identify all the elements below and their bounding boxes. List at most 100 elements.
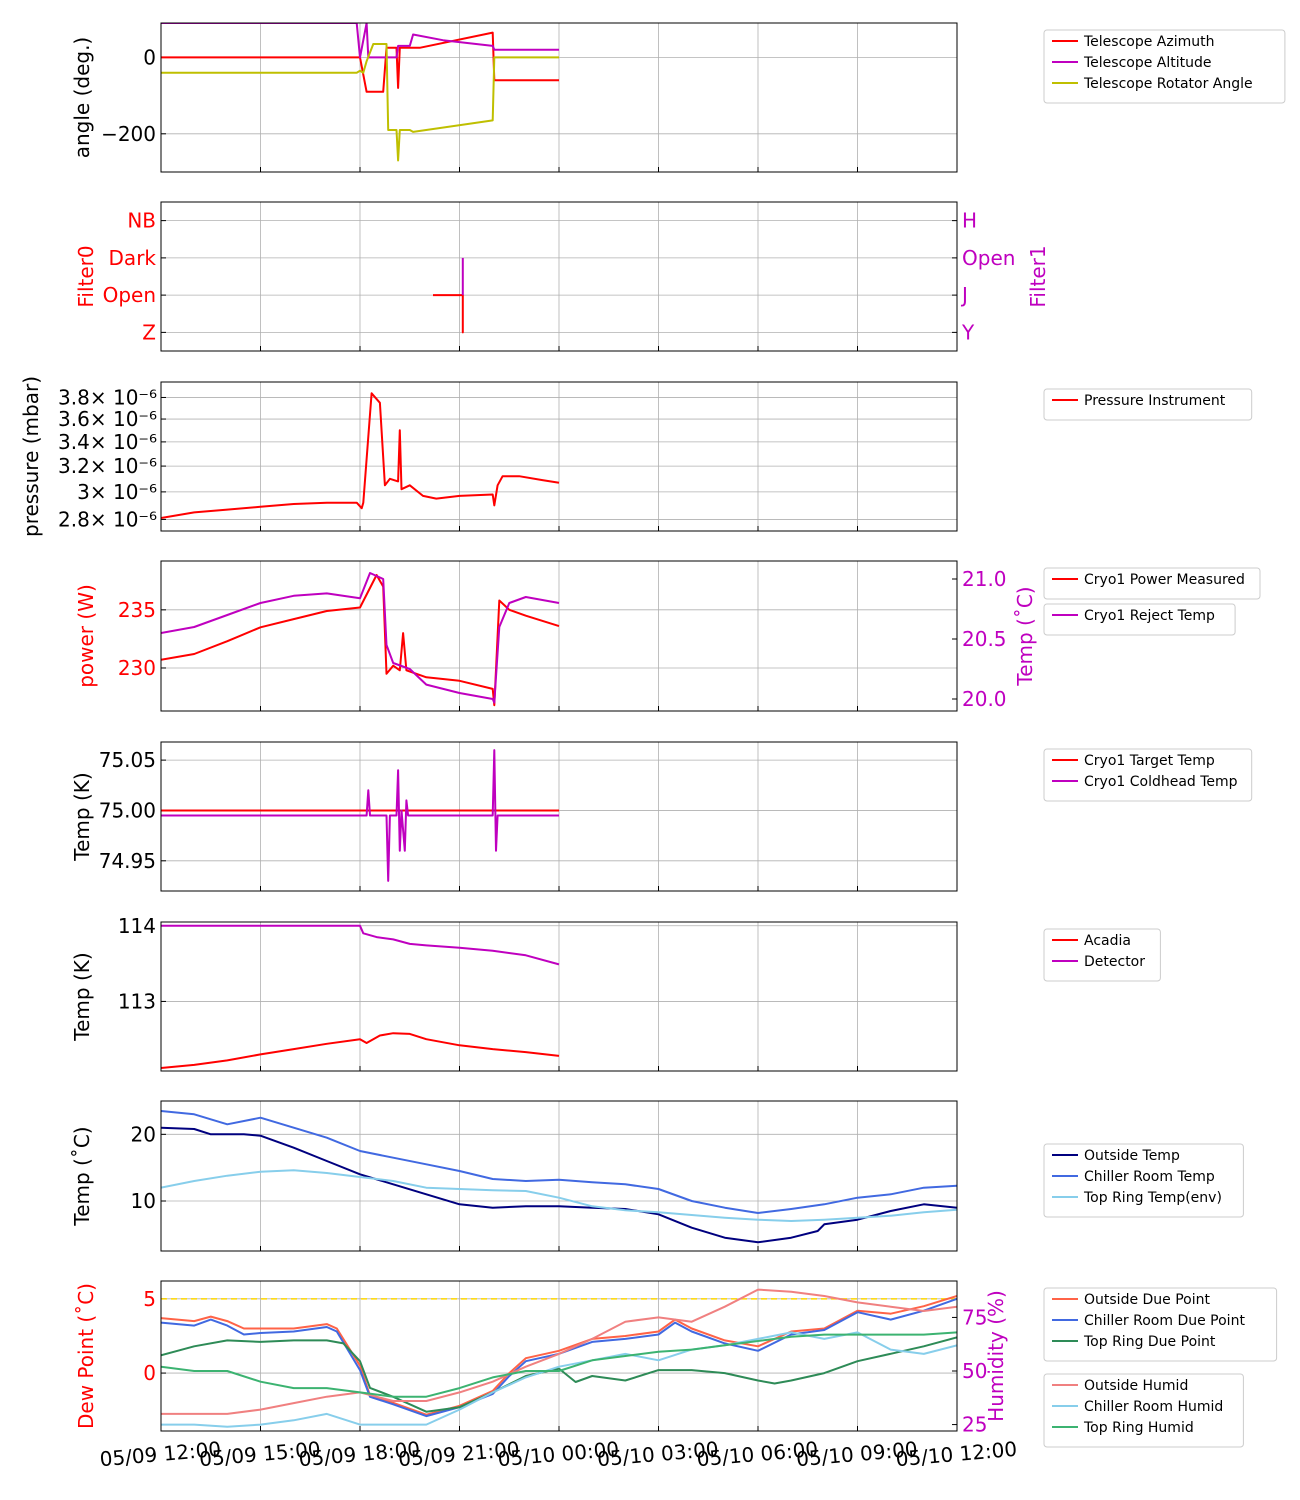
legend-label: Outside Due Point [1084,1292,1211,1308]
plot-frame [160,381,958,532]
y-tick-label: 20 [131,1122,156,1146]
y-tick-label: 230 [118,656,156,680]
plot-frame [160,1100,958,1252]
y-tick-label-right: 21.0 [962,567,1007,591]
y-tick-exponent: × 10⁻⁶ [90,430,157,454]
y-tick-label: 235 [118,598,156,622]
legend-label: Top Ring Due Point [1083,1334,1216,1350]
legend-label: Outside Temp [1084,1148,1180,1164]
y-tick-label-right: 75 [962,1305,987,1329]
legend-box [1043,1373,1244,1448]
legend-label: Pressure Instrument [1084,393,1226,409]
y-axis-label: Filter0 [74,245,98,307]
y-tick-mantissa: 3.4 [58,430,90,454]
y-tick-label-right: 20.5 [962,627,1007,651]
y-axis-label: angle (deg.) [70,37,94,159]
y-tick-label: Z [142,320,156,344]
y-axis-label: Dew Point (˚C) [74,1283,98,1429]
legend: Cryo1 Power Measured [1043,567,1261,600]
y-tick-label-right: Y [961,320,975,344]
y-tick-label: 0 [143,45,156,69]
y-tick-mantissa: 3 [77,480,90,504]
legend: Outside Humid Chiller Room Humid Top Ring … [1043,1373,1244,1448]
legend-label: Chiller Room Due Point [1084,1313,1245,1329]
series-line-2-1 [433,294,464,334]
series-line-6-2 [161,924,560,966]
legend-label: Acadia [1084,933,1131,949]
y-axis-label: Temp (K) [70,772,94,861]
series-line-6-1 [161,1032,560,1069]
plot-frame [160,741,958,892]
series-line-7-3 [161,1169,957,1222]
series-line-1-2 [161,23,559,59]
y-tick-label-right: 50 [962,1359,987,1383]
legend-box [1043,1143,1244,1218]
series-line-8-3 [161,1336,957,1413]
y-tick-mantissa: 2.8 [58,507,90,531]
y-tick-label: 3.8× 10⁻⁶ [58,385,157,409]
series-line-1-3 [161,43,559,162]
series-line-5-2 [161,749,559,882]
y-tick-label: Open [103,283,156,307]
legend-box [1043,928,1161,982]
y-tick-label-right: 20.0 [962,687,1007,711]
y-tick-label-right: J [960,283,968,307]
y-axis-label: pressure (mbar) [19,376,43,537]
y-tick-exponent: × 10⁻⁶ [90,480,157,504]
legend-label: Detector [1084,954,1145,970]
y-axis-label-right: Temp (˚C) [1013,586,1037,686]
series-line-3-1 [161,392,560,519]
series-line-1-1 [161,31,559,93]
y-axis-label-right: Filter1 [1026,245,1050,307]
y-tick-label: −200 [101,122,156,146]
legend: Outside Temp Chiller Room Temp Top Ring Te… [1043,1143,1244,1218]
chart-panel-8: 0 5 25 50 75 Dew Point (˚C) Humidity (%) Outsid… [74,1280,1278,1448]
y-tick-label: 75.05 [99,748,156,772]
y-axis-label: power (W) [74,584,98,688]
y-axis-label: Temp (K) [70,952,94,1041]
legend: Pressure Instrument [1043,388,1253,421]
legend-label: Telescope Altitude [1083,55,1212,71]
legend-label: Telescope Azimuth [1083,34,1214,50]
series-line-8-4 [161,1288,957,1415]
legend-box [1043,748,1253,802]
y-tick-label: 5 [143,1287,156,1311]
y-tick-exponent: × 10⁻⁶ [90,385,157,409]
chart-panel-3: 2.8× 10⁻⁶3× 10⁻⁶3.2× 10⁻⁶3.4× 10⁻⁶3.6× 1… [19,376,1253,537]
chart-panel-4: 230 235 20.0 20.5 21.0 power (W) Temp (˚C) Cryo… [74,560,1261,712]
y-tick-label: 75.00 [99,798,156,822]
legend: Cryo1 Target Temp Cryo1 Coldhead Temp [1043,748,1253,802]
chart-panel-2: NB Dark Open Z H Open JY Filter0 Filter1 [74,201,1050,352]
legend: Telescope Azimuth Telescope Altitude Teles… [1043,29,1286,104]
legend-label: Cryo1 Target Temp [1084,753,1215,769]
plot-frame [160,201,958,352]
y-axis-label-right: Humidity (%) [984,1290,1008,1422]
y-tick-label: 10 [131,1189,156,1213]
y-tick-label-right: Open [962,246,1015,270]
legend-label: Outside Humid [1084,1378,1188,1394]
legend-label: Cryo1 Coldhead Temp [1084,774,1238,790]
legend-label: Chiller Room Humid [1084,1399,1223,1415]
legend-label: Top Ring Humid [1083,1420,1194,1436]
legend-box [1043,603,1236,636]
legend-box [1043,29,1286,104]
plot-frame [160,921,958,1072]
legend-label: Chiller Room Temp [1084,1169,1215,1185]
y-tick-mantissa: 3.2 [58,454,90,478]
y-tick-label: Dark [109,246,157,270]
legend-label: Top Ring Temp(env) [1083,1190,1222,1206]
legend: Acadia Detector [1043,928,1161,982]
legend-box [1043,388,1253,421]
chart-panel-6: 113 114 Temp (K) Acadia Detector [70,914,1161,1072]
y-tick-label: 113 [118,989,156,1013]
y-tick-label-right: 25 [962,1413,987,1437]
plot-frame [160,560,958,712]
y-tick-mantissa: 3.8 [58,385,90,409]
chart-panel-1: 0 −200 angle (deg.) Telescope Azimuth Telesc… [70,22,1286,173]
y-tick-label: 3.6× 10⁻⁶ [58,407,157,431]
y-tick-exponent: × 10⁻⁶ [90,454,157,478]
series-line-7-1 [161,1126,957,1244]
chart-panel-7: 10 20 Temp (˚C) Outside Temp Chiller Room Te… [70,1100,1244,1252]
y-tick-label-right: H [962,209,977,233]
